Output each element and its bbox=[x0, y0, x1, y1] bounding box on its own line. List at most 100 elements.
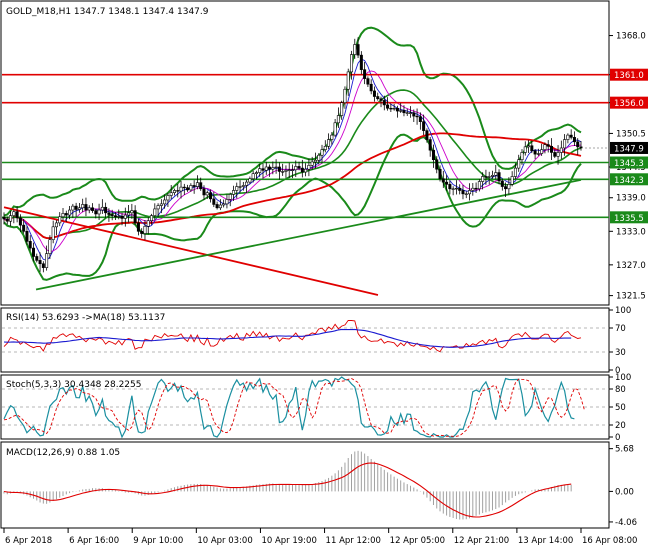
level-label-box bbox=[610, 96, 648, 109]
macd-y-tick-label: 0.00 bbox=[615, 487, 634, 497]
candle-body bbox=[140, 230, 144, 234]
candle-body bbox=[369, 83, 373, 92]
macd-signal-line bbox=[3, 462, 572, 518]
candle-body bbox=[54, 222, 58, 228]
candle-body bbox=[412, 112, 416, 117]
macd-y-tick-label: -4.06 bbox=[615, 518, 637, 528]
candle-body bbox=[445, 181, 449, 185]
candle-body bbox=[248, 178, 252, 183]
candle-body bbox=[294, 166, 298, 171]
candle-body bbox=[172, 190, 176, 194]
candle-body bbox=[543, 144, 547, 150]
rsi-ma-line bbox=[3, 328, 572, 348]
main-panel-frame bbox=[0, 0, 610, 306]
candle-body bbox=[32, 247, 36, 257]
candle-body bbox=[41, 263, 45, 268]
candle-body bbox=[97, 209, 101, 215]
candle-body bbox=[297, 166, 301, 169]
candle-body bbox=[340, 102, 344, 116]
candle-body bbox=[64, 213, 68, 216]
candle-body bbox=[127, 212, 131, 216]
candle-body bbox=[422, 121, 426, 131]
candle-body bbox=[77, 207, 81, 210]
candle-body bbox=[235, 186, 239, 191]
candle-body bbox=[261, 168, 265, 171]
x-tick-label: 10 Apr 03:00 bbox=[197, 536, 252, 546]
candle-body bbox=[241, 185, 245, 187]
candle-body bbox=[579, 146, 583, 149]
candle-body bbox=[5, 218, 9, 222]
candle-body bbox=[425, 130, 429, 140]
candle-body bbox=[271, 167, 275, 170]
candle-body bbox=[245, 181, 249, 186]
candle-body bbox=[464, 193, 468, 195]
candle-body bbox=[264, 166, 268, 171]
candle-body bbox=[553, 152, 557, 157]
candle-body bbox=[159, 203, 163, 206]
candle-body bbox=[454, 187, 458, 190]
candle-body bbox=[169, 192, 173, 196]
candle-body bbox=[146, 220, 150, 227]
macd-layer: 5.68 0.00 -4.06 bbox=[3, 445, 637, 528]
candle-body bbox=[477, 181, 481, 190]
candle-body bbox=[350, 54, 354, 73]
candle-body bbox=[386, 104, 390, 109]
candle-body bbox=[372, 90, 376, 97]
stoch-y-tick-label: 80 bbox=[615, 385, 626, 395]
candles bbox=[2, 37, 583, 273]
candle-body bbox=[395, 107, 399, 112]
candle-body bbox=[402, 110, 406, 114]
candle-body bbox=[136, 222, 140, 232]
candle-body bbox=[117, 215, 121, 218]
candle-body bbox=[307, 165, 311, 170]
x-tick-label: 10 Apr 19:00 bbox=[261, 536, 316, 546]
candle-body bbox=[494, 172, 498, 176]
candle-body bbox=[290, 169, 294, 171]
candle-body bbox=[133, 210, 137, 224]
candle-body bbox=[317, 154, 321, 161]
candle-body bbox=[35, 256, 39, 261]
main-y-tick-label: 1368.0 bbox=[616, 32, 646, 42]
candle-body bbox=[484, 176, 488, 178]
candle-body bbox=[356, 44, 360, 56]
candle-body bbox=[379, 98, 383, 101]
candle-body bbox=[202, 188, 206, 196]
main-y-tick-label: 1327.0 bbox=[616, 261, 646, 271]
candle-body bbox=[546, 144, 550, 147]
candle-body bbox=[281, 171, 285, 173]
candle-body bbox=[468, 190, 472, 195]
candle-body bbox=[346, 71, 350, 90]
macd-title: MACD(12,26,9) 0.88 1.05 bbox=[6, 448, 120, 458]
candle-body bbox=[91, 207, 95, 211]
candle-body bbox=[576, 141, 580, 148]
x-tick-label: 12 Apr 21:00 bbox=[454, 536, 509, 546]
candle-body bbox=[330, 134, 334, 140]
candle-body bbox=[195, 182, 199, 187]
candle-body bbox=[389, 107, 393, 110]
candle-body bbox=[51, 226, 55, 240]
candle-body bbox=[523, 146, 527, 153]
current-price-box bbox=[610, 141, 648, 154]
candle-body bbox=[487, 176, 491, 178]
level-label-box bbox=[610, 156, 648, 169]
candle-body bbox=[274, 166, 278, 169]
candle-body bbox=[123, 214, 127, 219]
x-tick-label: 11 Apr 12:00 bbox=[326, 536, 381, 546]
level-label-box bbox=[610, 68, 648, 81]
candle-body bbox=[451, 188, 455, 190]
candle-body bbox=[104, 206, 108, 214]
candle-body bbox=[399, 110, 403, 112]
candle-body bbox=[504, 186, 508, 190]
candle-body bbox=[549, 145, 553, 153]
candle-body bbox=[45, 253, 49, 268]
candle-body bbox=[376, 96, 380, 100]
candle-body bbox=[556, 152, 560, 157]
moving-average-slow-line bbox=[3, 132, 582, 240]
candle-body bbox=[179, 186, 183, 192]
candle-body bbox=[559, 147, 563, 153]
candle-body bbox=[527, 145, 531, 148]
main-y-tick-label: 1350.5 bbox=[616, 129, 646, 139]
candle-body bbox=[22, 224, 26, 232]
